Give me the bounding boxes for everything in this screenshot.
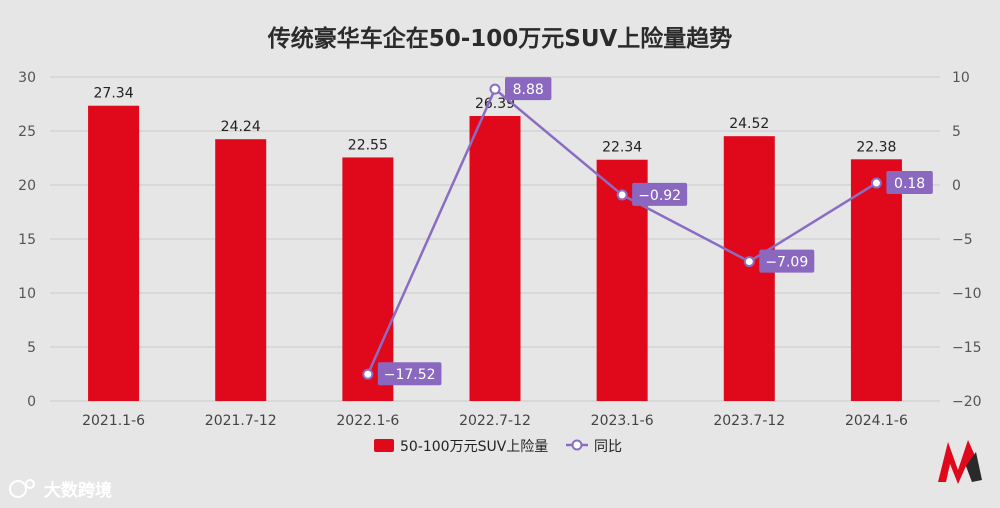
bar[interactable] xyxy=(215,139,267,401)
watermark: 大数跨境 xyxy=(9,479,112,501)
watermark-text: 大数跨境 xyxy=(44,480,112,501)
x-tick-label: 2023.1-6 xyxy=(591,413,654,429)
y-axis-left: 0 5 10 15 20 25 30 xyxy=(18,70,36,410)
x-tick-label: 2024.1-6 xyxy=(845,413,908,429)
y-left-tick-label: 30 xyxy=(18,70,36,86)
bar-value-label: 22.38 xyxy=(856,139,896,155)
y-right-tick-label: −10 xyxy=(952,286,982,302)
yoy-label-box xyxy=(632,182,688,206)
yoy-line-series: −17.52 8.88 −0.92 −7.09 0.18 xyxy=(362,77,933,386)
yoy-point[interactable] xyxy=(489,83,501,95)
x-tick-label: 2021.7-12 xyxy=(205,413,277,429)
legend-line-label[interactable]: 同比 xyxy=(594,439,622,455)
bar-value-label: 22.34 xyxy=(602,140,642,156)
x-tick-label: 2022.1-6 xyxy=(336,413,399,429)
legend-line-marker xyxy=(571,439,583,451)
bar-data-labels: 27.34 24.24 22.55 26.39 22.34 24.52 22.38 xyxy=(94,86,897,156)
bar[interactable] xyxy=(850,159,902,401)
bar-value-label: 27.34 xyxy=(94,86,134,102)
y-right-tick-label: −20 xyxy=(952,394,982,410)
legend-bar-swatch xyxy=(374,439,394,452)
y-left-tick-label: 0 xyxy=(27,394,36,410)
legend: 50-100万元SUV上险量 同比 xyxy=(374,439,622,455)
y-left-tick-label: 25 xyxy=(18,124,36,140)
chart-title: 传统豪华车企在50-100万元SUV上险量趋势 xyxy=(267,25,733,52)
yoy-value-label: −7.09 xyxy=(765,255,808,271)
yoy-value-label: −0.92 xyxy=(638,188,681,204)
yoy-point[interactable] xyxy=(616,189,628,201)
y-left-tick-label: 5 xyxy=(27,340,36,356)
legend-bar-label[interactable]: 50-100万元SUV上险量 xyxy=(400,439,548,455)
y-left-tick-label: 20 xyxy=(18,178,36,194)
x-axis: 2021.1-6 2021.7-12 2022.1-6 2022.7-12 2023.1… xyxy=(82,413,908,429)
y-right-tick-label: 0 xyxy=(952,178,961,194)
yoy-label-box xyxy=(505,77,552,101)
bar[interactable] xyxy=(342,157,394,401)
yoy-value-label: −17.52 xyxy=(384,367,436,383)
bar-value-label: 24.52 xyxy=(729,116,769,132)
bar[interactable] xyxy=(88,105,140,401)
brand-logo-icon xyxy=(938,440,982,484)
yoy-point[interactable] xyxy=(870,177,882,189)
yoy-label-box xyxy=(377,362,442,386)
x-tick-label: 2021.1-6 xyxy=(82,413,145,429)
yoy-value-label: 8.88 xyxy=(513,82,544,98)
watermark-logo-icon xyxy=(9,480,27,498)
y-axis-right: −20 −15 −10 −5 0 5 10 xyxy=(952,70,982,410)
bar-value-label: 22.55 xyxy=(348,137,388,153)
y-right-tick-label: 5 xyxy=(952,124,961,140)
watermark-logo-dot-icon xyxy=(25,479,35,489)
yoy-point[interactable] xyxy=(362,368,374,380)
x-tick-label: 2022.7-12 xyxy=(459,413,531,429)
yoy-value-label: 0.18 xyxy=(894,176,925,192)
yoy-label-box xyxy=(759,249,815,273)
bar-value-label: 26.39 xyxy=(475,96,515,112)
y-right-tick-label: −5 xyxy=(952,232,973,248)
x-tick-label: 2023.7-12 xyxy=(713,413,785,429)
yoy-point[interactable] xyxy=(743,256,755,268)
bar[interactable] xyxy=(469,115,521,401)
y-right-tick-label: 10 xyxy=(952,70,970,86)
y-left-tick-label: 10 xyxy=(18,286,36,302)
y-right-tick-label: −15 xyxy=(952,340,982,356)
yoy-label-box xyxy=(886,171,933,195)
y-left-tick-label: 15 xyxy=(18,232,36,248)
bar-value-label: 24.24 xyxy=(221,119,261,135)
